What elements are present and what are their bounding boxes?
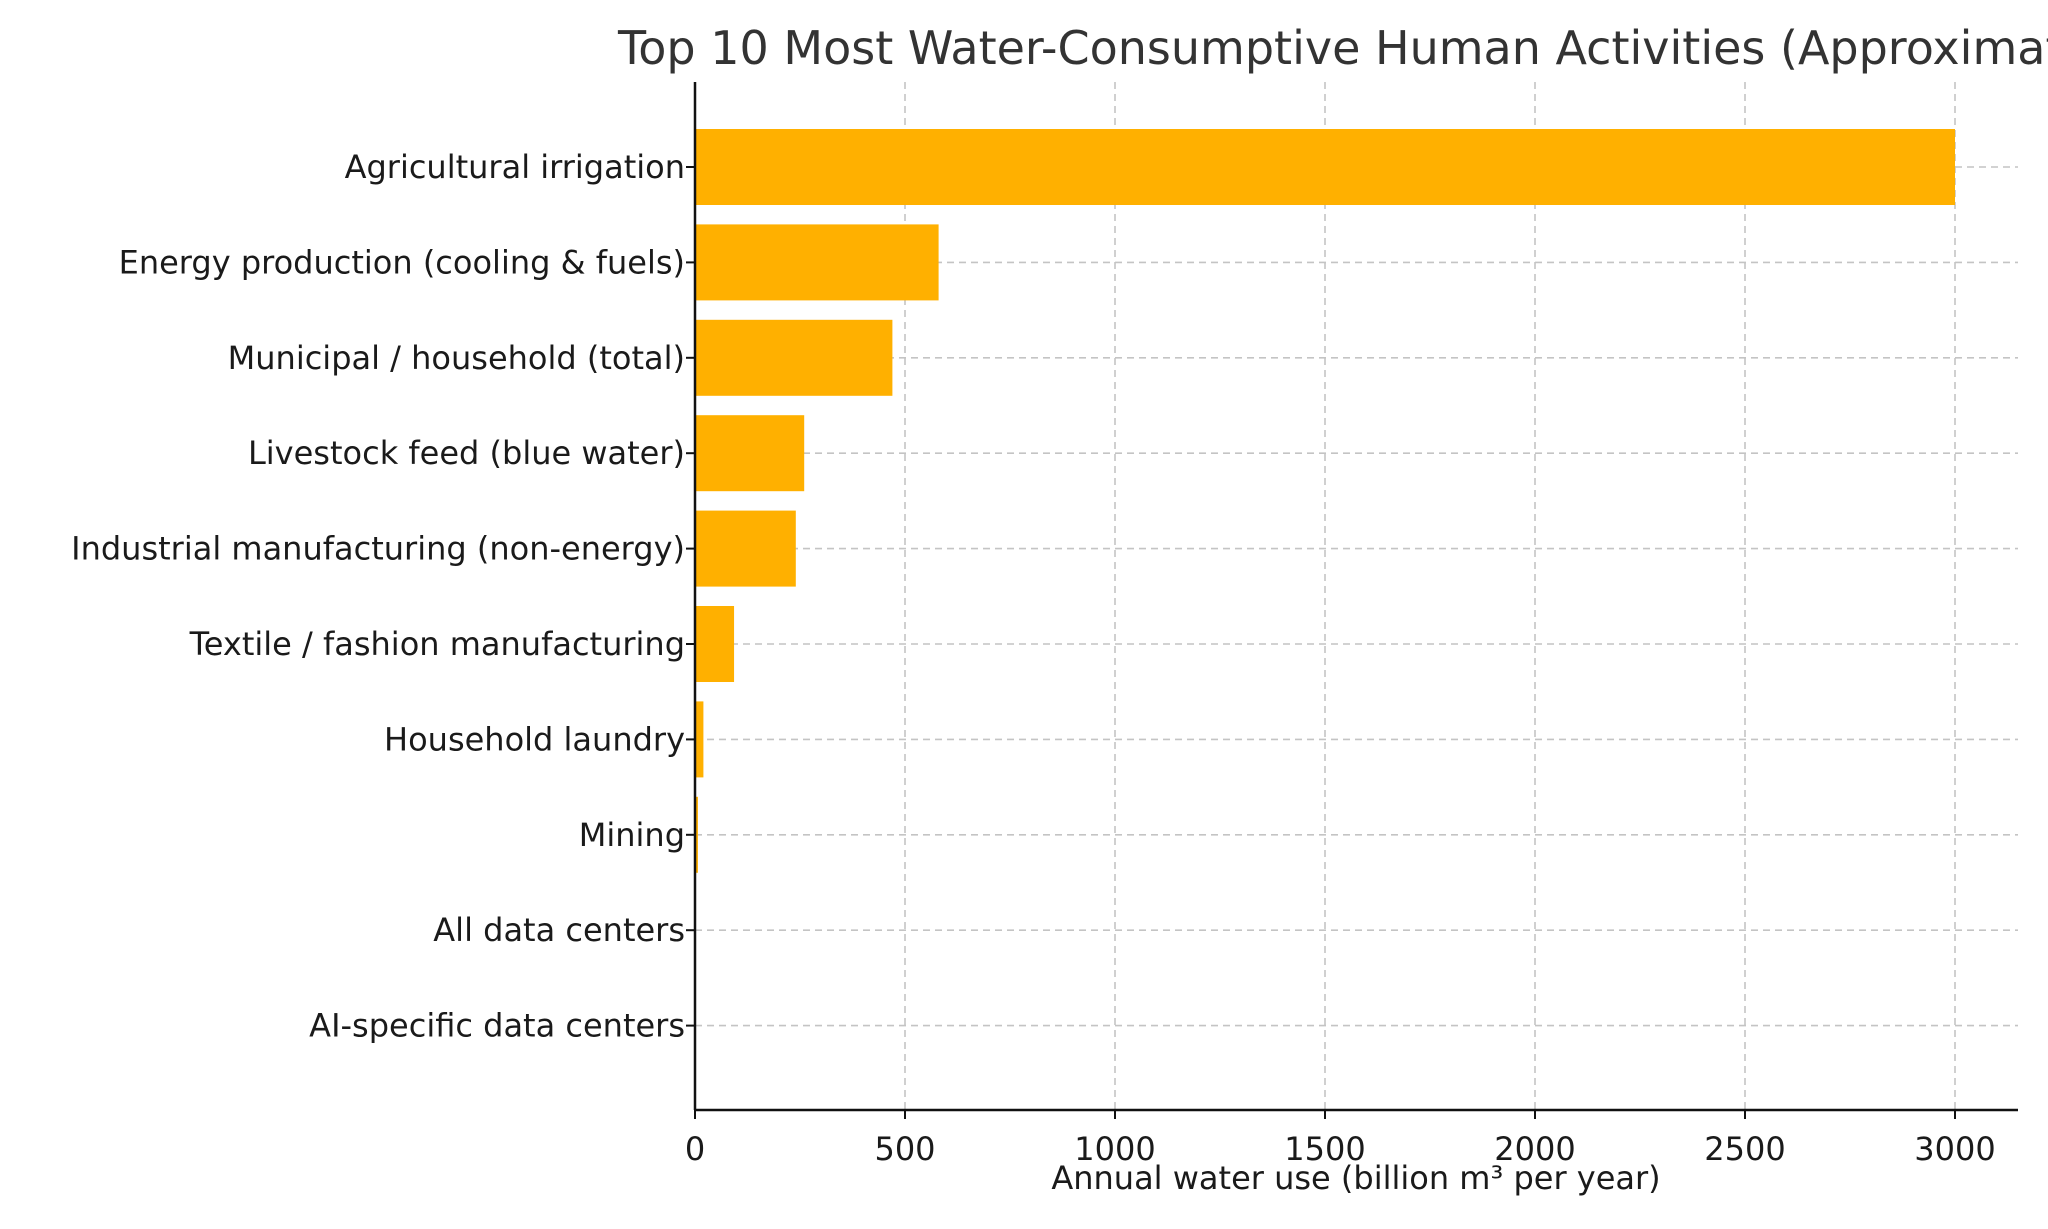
chart-title: Top 10 Most Water-Consumptive Human Acti…: [617, 21, 2048, 75]
bars: [695, 129, 1955, 1064]
x-tick-label: 1000: [1074, 1130, 1155, 1168]
category-label: Municipal / household (total): [228, 339, 685, 377]
category-label: Textile / fashion manufacturing: [189, 625, 685, 663]
category-label: Household laundry: [384, 720, 685, 758]
x-tick-label: 3000: [1914, 1130, 1995, 1168]
x-tick-label: 2000: [1494, 1130, 1575, 1168]
category-labels: Agricultural irrigation Energy production…: [71, 148, 685, 1045]
category-label: Mining: [579, 816, 685, 854]
bar: [695, 701, 704, 778]
bar: [695, 796, 698, 873]
bar: [695, 606, 735, 682]
category-label: Agricultural irrigation: [345, 148, 685, 186]
x-tick-label: 0: [685, 1130, 705, 1168]
bar: [695, 415, 805, 492]
x-tick-label: 500: [874, 1130, 935, 1168]
bar: [695, 510, 796, 587]
category-label: All data centers: [433, 911, 685, 949]
x-tick-labels: 0 500 1000 1500 2000 2500 3000: [685, 166, 1996, 1168]
bar: [695, 224, 939, 301]
category-label: Energy production (cooling & fuels): [119, 243, 685, 281]
x-axis-title: Annual water use (billion m³ per year): [1051, 1159, 1660, 1197]
bar: [695, 129, 1955, 205]
category-label: Industrial manufacturing (non-energy): [71, 530, 685, 568]
axes: [693, 82, 2018, 1112]
x-tick-label: 2500: [1704, 1130, 1785, 1168]
category-label: Livestock feed (blue water): [248, 434, 685, 472]
category-label: AI-specific data centers: [309, 1007, 685, 1045]
bar: [695, 319, 893, 396]
x-tick-label: 1500: [1284, 1130, 1365, 1168]
